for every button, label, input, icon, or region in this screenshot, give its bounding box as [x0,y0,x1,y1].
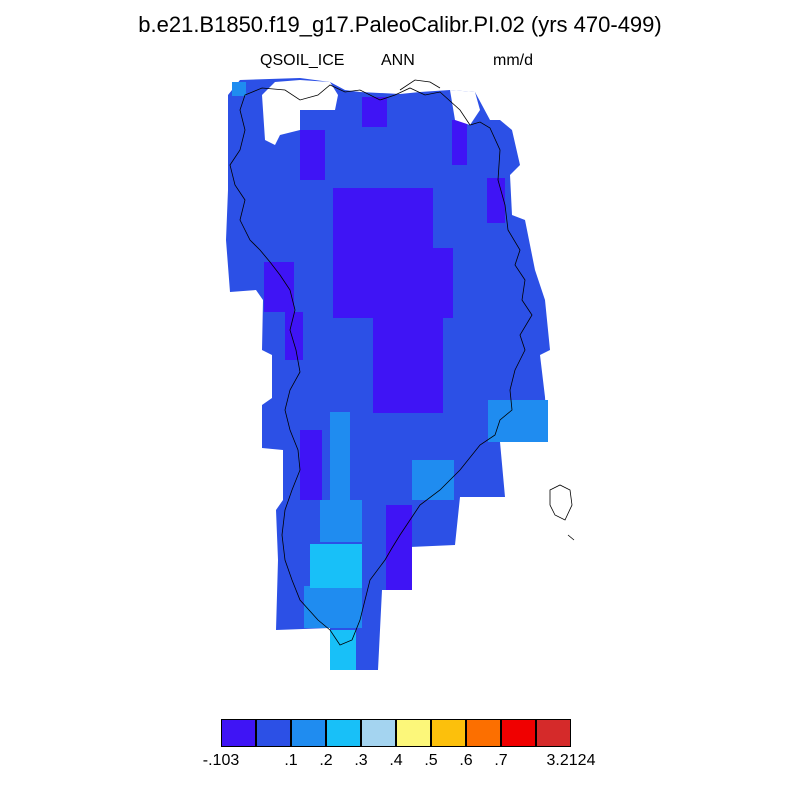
colorbar-tick-label: .5 [424,752,438,769]
cell-min [333,248,453,318]
cell-min [264,262,294,312]
ocean-gap [450,90,480,125]
cell-min [373,318,443,413]
colorbar-swatch [501,719,536,747]
colorbar-swatch [536,719,571,747]
cell-low [320,500,362,542]
colorbar-tick-label: .2 [319,752,333,769]
colorbar-tick-label: .6 [459,752,473,769]
cell-low [232,82,246,96]
colorbar-tick-label: .3 [354,752,368,769]
plot-title: b.e21.B1850.f19_g17.PaleoCalibr.PI.02 (y… [138,12,662,37]
cell-min [333,188,433,248]
coastline [229,79,575,646]
colorbar-tick-label: .4 [389,752,403,769]
colorbar-tick-label: .7 [494,752,508,769]
colorbar-tick-label: -.103 [202,752,240,769]
cell-low [330,412,350,502]
cell-min [285,312,303,360]
colorbar-swatch [326,719,361,747]
cell-min [300,130,325,180]
colorbar-swatch [291,719,326,747]
cell-min [300,430,322,500]
ocean-gap [262,80,338,145]
colorbar-swatch [361,719,396,747]
cell-low [304,586,362,628]
cell-low [412,460,454,500]
variable-label: QSOIL_ICE [260,52,345,69]
colorbar-swatch [256,719,291,747]
units-label: mm/d [493,52,533,69]
cell-min [487,178,505,223]
colorbar-swatch [431,719,466,747]
cell-min [452,120,467,165]
cell-min [362,97,387,127]
colorbar-swatch [466,719,501,747]
colorbar-tick-label: .1 [284,752,298,769]
cell-low [488,400,548,442]
cell-min [386,505,412,590]
colorbar-swatch [396,719,431,747]
cell-mid [310,544,362,588]
field-cells [226,78,550,670]
colorbar-swatch [221,719,256,747]
period-label: ANN [381,52,415,69]
colorbar-tick-label: 3.2124 [546,752,596,769]
